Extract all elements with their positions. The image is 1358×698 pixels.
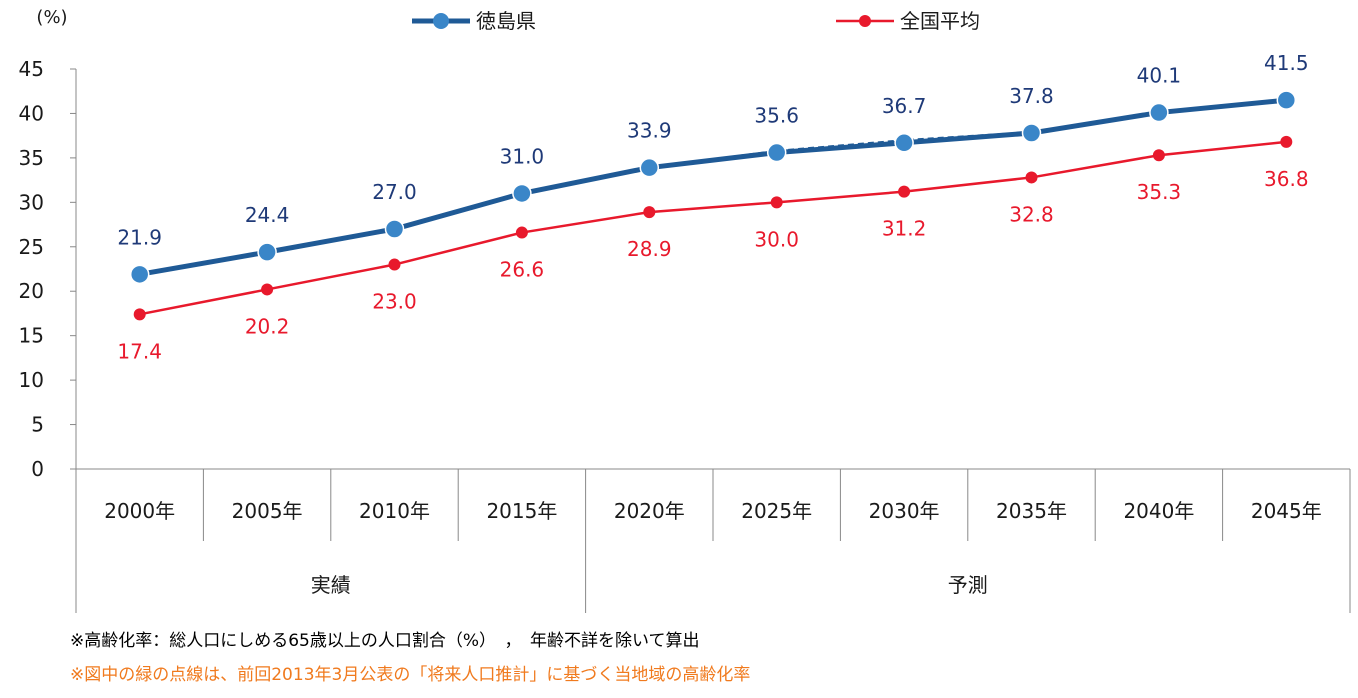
data-label: 40.1 (1137, 64, 1182, 88)
data-point (1025, 171, 1038, 184)
data-point (1149, 102, 1169, 123)
legend-label: 全国平均 (900, 9, 980, 33)
data-label: 36.7 (882, 94, 927, 118)
legend-marker (433, 13, 449, 29)
data-label: 21.9 (117, 225, 162, 249)
data-point (643, 206, 656, 219)
data-label: 31.0 (500, 144, 545, 168)
data-label: 28.9 (627, 237, 672, 261)
y-tick-label: 35 (19, 146, 44, 170)
data-point (894, 133, 914, 153)
data-label: 32.8 (1009, 202, 1054, 226)
data-point (639, 157, 660, 178)
x-group-label: 予測 (948, 573, 988, 597)
data-point (1280, 135, 1293, 148)
x-tick-label: 2040年 (1123, 499, 1194, 523)
data-point (1276, 90, 1297, 110)
y-tick-label: 5 (31, 413, 44, 437)
y-tick-label: 40 (19, 101, 44, 125)
data-point (257, 242, 277, 262)
y-tick-label: 10 (19, 368, 44, 392)
data-label: 30.0 (754, 227, 799, 251)
data-label: 23.0 (372, 290, 417, 314)
data-point (1021, 123, 1042, 143)
legend-label: 徳島県 (476, 9, 536, 33)
x-tick-label: 2025年 (741, 499, 812, 523)
data-point (261, 283, 274, 296)
x-tick-label: 2015年 (486, 499, 557, 523)
data-label: 27.0 (372, 180, 417, 204)
data-point (1152, 149, 1165, 162)
data-label: 37.8 (1009, 84, 1054, 108)
data-point (384, 219, 405, 239)
x-tick-label: 2030年 (869, 499, 940, 523)
data-point (898, 185, 911, 198)
y-tick-label: 0 (31, 457, 44, 481)
x-tick-label: 2010年 (359, 499, 430, 523)
y-tick-label: 15 (19, 324, 44, 348)
x-tick-label: 2045年 (1251, 499, 1322, 523)
y-tick-label: 20 (19, 279, 44, 303)
data-point (133, 308, 146, 321)
data-label: 35.6 (754, 104, 799, 128)
data-label: 35.3 (1137, 180, 1182, 204)
x-group-label: 実績 (311, 573, 351, 597)
data-label: 33.9 (627, 119, 672, 143)
data-label: 26.6 (500, 258, 545, 282)
legend-marker (859, 15, 871, 27)
footnote-dashed-line: ※図中の緑の点線は、前回2013年3月公表の「将来人口推計」に基づく当地域の高齢… (70, 665, 751, 685)
data-point (129, 264, 150, 285)
data-point (512, 183, 532, 204)
x-tick-label: 2035年 (996, 499, 1067, 523)
y-tick-label: 45 (19, 57, 44, 81)
footnote-definition: ※高齢化率：総人口にしめる65歳以上の人口割合（%） ， 年齢不詳を除いて算出 (70, 631, 700, 651)
x-tick-label: 2005年 (232, 499, 303, 523)
data-point (515, 226, 528, 239)
data-point (388, 258, 401, 271)
line-chart: 0 5 10 15 20 25 30 35 40 45 (%) 2000年 2005年 2010年 2015… (19, 7, 1351, 613)
data-label: 24.4 (245, 203, 290, 227)
series-line (139, 97, 1287, 277)
data-label: 17.4 (117, 339, 162, 363)
x-tick-label: 2020年 (614, 499, 685, 523)
data-label: 31.2 (882, 217, 927, 241)
data-label: 36.8 (1264, 167, 1309, 191)
series-line (139, 140, 1287, 316)
y-unit-label: (%) (36, 7, 67, 28)
x-tick-label: 2000年 (104, 499, 175, 523)
data-point (770, 196, 783, 209)
data-point (766, 142, 787, 163)
y-tick-label: 25 (19, 235, 44, 259)
y-tick-label: 30 (19, 190, 44, 214)
data-label: 20.2 (245, 314, 290, 338)
data-label: 41.5 (1264, 51, 1309, 75)
